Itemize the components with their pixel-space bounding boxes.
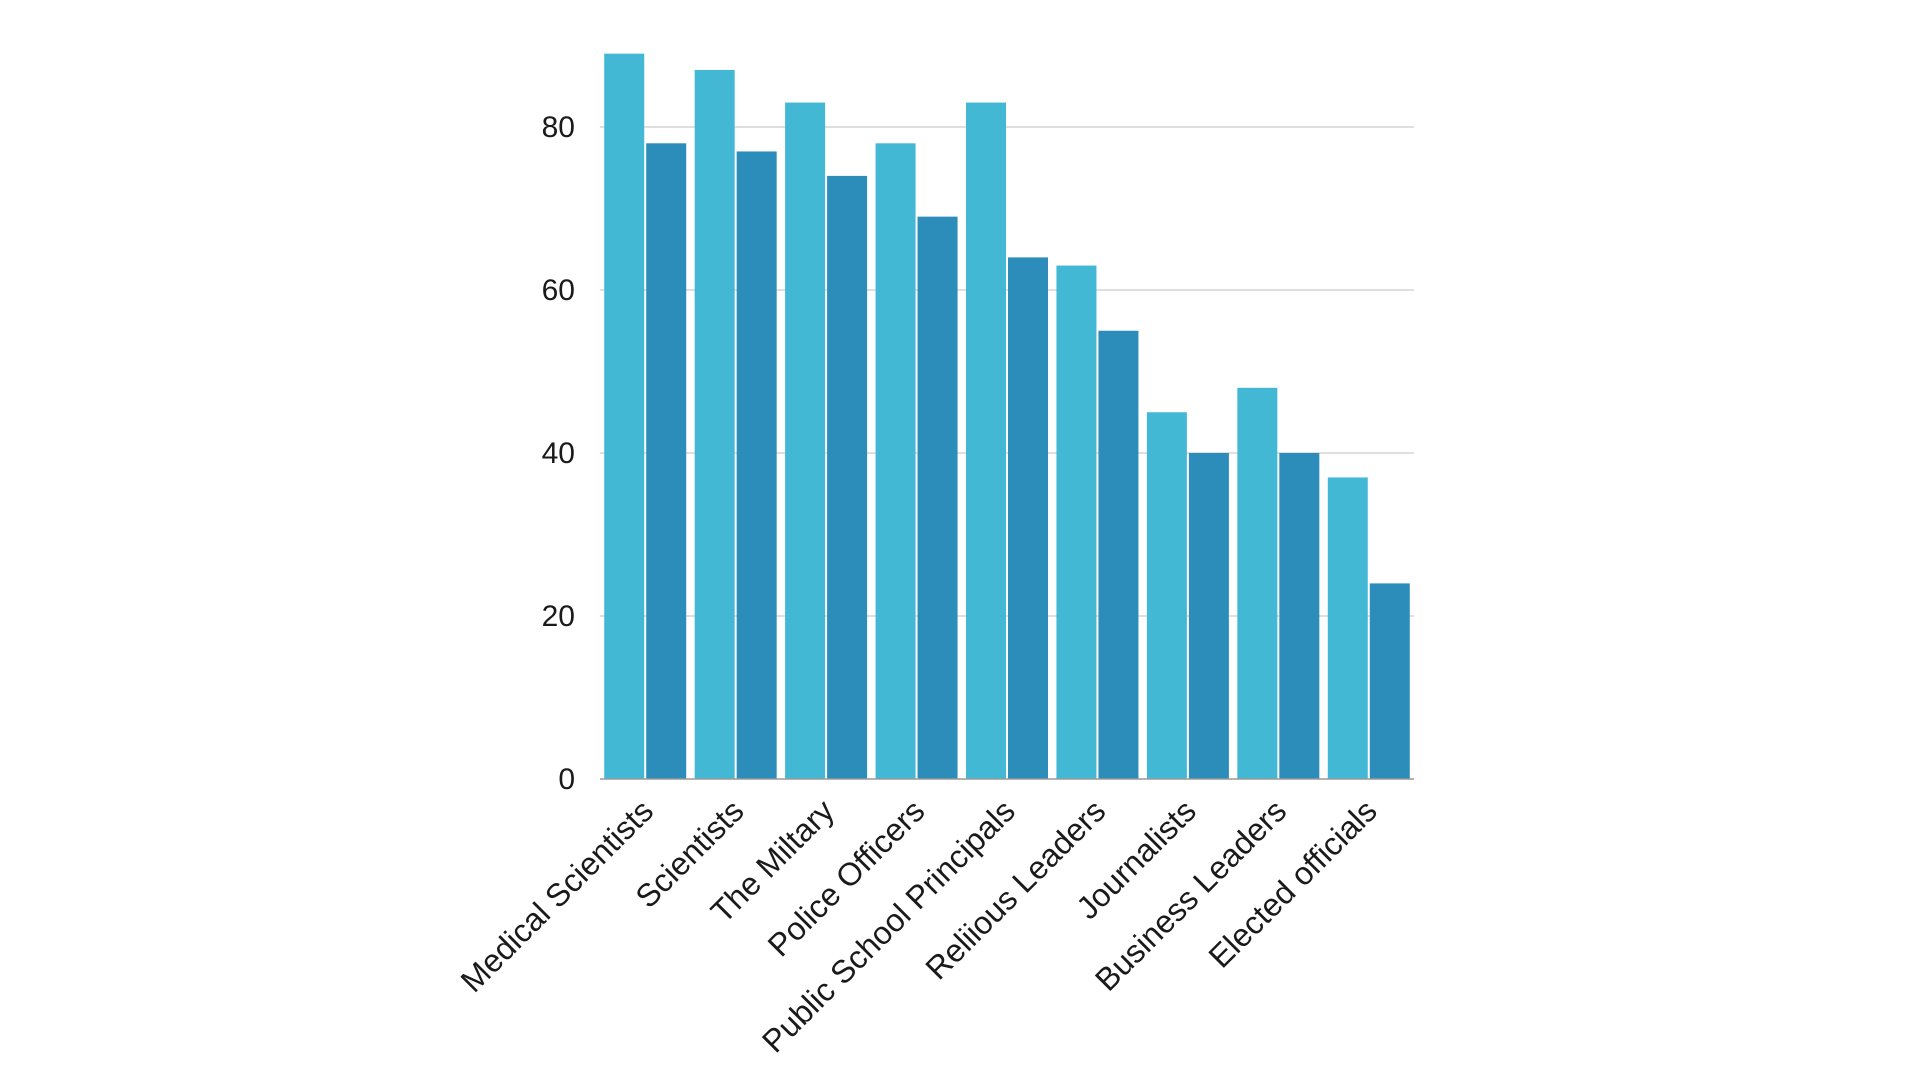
bar-2-reliious-leaders[interactable] xyxy=(1098,330,1139,779)
y-tick-label: 20 xyxy=(542,600,575,633)
y-tick-label: 80 xyxy=(542,111,575,144)
bar-1-scientists[interactable] xyxy=(694,69,735,779)
bar-1-business-leaders[interactable] xyxy=(1237,387,1278,779)
bar-2-scientists[interactable] xyxy=(736,151,777,779)
bar-2-public-school-principals[interactable] xyxy=(1008,257,1048,779)
bar-2-police-officers[interactable] xyxy=(917,216,958,779)
bar-2-business-leaders[interactable] xyxy=(1279,453,1320,779)
y-tick-label: 0 xyxy=(558,763,575,796)
bar-1-journalists[interactable] xyxy=(1146,412,1187,779)
y-tick-label: 40 xyxy=(542,437,575,470)
x-tick-label: Medical Scientists xyxy=(454,792,661,999)
bar-1-police-officers[interactable] xyxy=(875,143,916,780)
grid-layer xyxy=(600,126,1414,617)
bar-2-elected-officials[interactable] xyxy=(1369,583,1410,779)
bar-2-medical-scientists[interactable] xyxy=(646,143,687,780)
bar-2-the-miltary[interactable] xyxy=(827,175,868,779)
y-tick-label: 60 xyxy=(542,274,575,307)
bar-1-elected-officials[interactable] xyxy=(1327,477,1368,779)
x-tick-label: Police Officers xyxy=(761,792,932,963)
bar-1-the-miltary[interactable] xyxy=(785,102,826,780)
bar-1-reliious-leaders[interactable] xyxy=(1056,265,1097,779)
bar-2-journalists[interactable] xyxy=(1188,453,1229,779)
bar-1-medical-scientists[interactable] xyxy=(604,53,645,779)
bar-1-public-school-principals[interactable] xyxy=(966,102,1006,780)
bar-layer xyxy=(604,53,1410,780)
x-tick-label: Elected officials xyxy=(1201,792,1383,974)
